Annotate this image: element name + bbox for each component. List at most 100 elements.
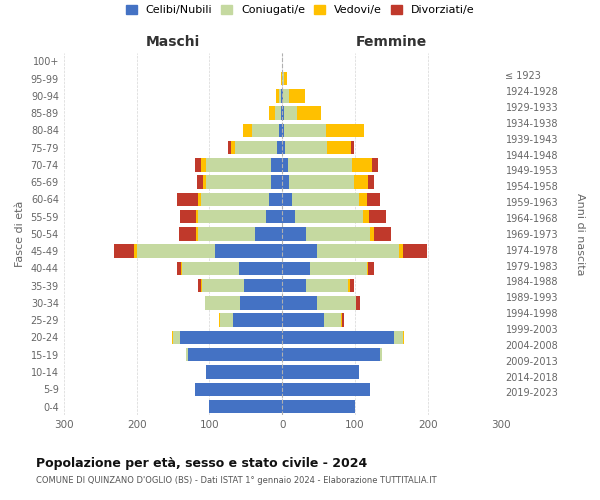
Bar bbox=[137, 244, 215, 258]
Bar bbox=[202, 279, 244, 292]
Bar bbox=[367, 192, 380, 206]
Bar bbox=[368, 176, 374, 189]
Bar bbox=[209, 400, 282, 413]
Bar bbox=[317, 296, 356, 310]
Bar bbox=[317, 244, 400, 258]
Bar bbox=[179, 210, 196, 224]
Bar bbox=[281, 72, 282, 86]
Bar bbox=[297, 106, 321, 120]
Bar bbox=[206, 366, 282, 378]
Bar bbox=[282, 279, 306, 292]
Bar bbox=[368, 262, 374, 275]
Bar bbox=[310, 262, 367, 275]
Bar bbox=[341, 314, 342, 327]
Bar bbox=[230, 141, 235, 154]
Bar bbox=[282, 244, 317, 258]
Bar bbox=[134, 244, 137, 258]
Bar bbox=[282, 89, 283, 102]
Bar bbox=[188, 348, 282, 362]
Bar bbox=[325, 314, 341, 327]
Bar bbox=[394, 330, 403, 344]
Bar bbox=[282, 366, 359, 378]
Text: Maschi: Maschi bbox=[146, 35, 200, 49]
Bar bbox=[215, 244, 282, 258]
Bar bbox=[403, 244, 427, 258]
Bar bbox=[380, 348, 382, 362]
Bar bbox=[369, 210, 386, 224]
Bar bbox=[206, 176, 271, 189]
Bar bbox=[282, 314, 325, 327]
Bar bbox=[282, 330, 394, 344]
Bar bbox=[197, 176, 203, 189]
Bar bbox=[282, 72, 284, 86]
Bar bbox=[282, 192, 292, 206]
Bar bbox=[282, 124, 284, 137]
Bar bbox=[288, 158, 352, 172]
Bar bbox=[269, 192, 282, 206]
Bar bbox=[282, 348, 380, 362]
Bar bbox=[181, 262, 182, 275]
Bar bbox=[269, 106, 275, 120]
Bar bbox=[244, 279, 282, 292]
Bar bbox=[200, 158, 206, 172]
Bar bbox=[281, 106, 282, 120]
Bar bbox=[198, 192, 202, 206]
Bar bbox=[282, 227, 306, 240]
Bar bbox=[400, 244, 403, 258]
Bar bbox=[199, 210, 266, 224]
Bar bbox=[239, 262, 282, 275]
Bar bbox=[350, 279, 353, 292]
Bar bbox=[202, 192, 269, 206]
Bar bbox=[367, 262, 368, 275]
Y-axis label: Fasce di età: Fasce di età bbox=[15, 200, 25, 267]
Bar bbox=[243, 124, 251, 137]
Bar bbox=[352, 141, 353, 154]
Bar bbox=[178, 262, 181, 275]
Bar bbox=[179, 227, 196, 240]
Bar bbox=[374, 227, 391, 240]
Y-axis label: Anni di nascita: Anni di nascita bbox=[575, 192, 585, 275]
Bar bbox=[281, 89, 282, 102]
Bar bbox=[285, 141, 328, 154]
Bar bbox=[195, 382, 282, 396]
Bar bbox=[172, 330, 173, 344]
Bar bbox=[229, 141, 230, 154]
Legend: Celibi/Nubili, Coniugati/e, Vedovi/e, Divorziati/e: Celibi/Nubili, Coniugati/e, Vedovi/e, Di… bbox=[121, 0, 479, 20]
Bar bbox=[282, 158, 288, 172]
Bar bbox=[353, 176, 368, 189]
Bar bbox=[284, 124, 326, 137]
Bar bbox=[282, 400, 355, 413]
Bar bbox=[349, 279, 350, 292]
Bar bbox=[182, 262, 239, 275]
Bar bbox=[326, 124, 364, 137]
Bar bbox=[370, 227, 374, 240]
Bar bbox=[205, 296, 240, 310]
Bar bbox=[306, 227, 370, 240]
Bar bbox=[235, 141, 277, 154]
Bar bbox=[282, 262, 310, 275]
Bar bbox=[284, 106, 297, 120]
Bar bbox=[186, 348, 188, 362]
Bar bbox=[254, 227, 282, 240]
Bar bbox=[266, 210, 282, 224]
Text: Femmine: Femmine bbox=[356, 35, 427, 49]
Bar bbox=[233, 314, 282, 327]
Bar bbox=[282, 141, 285, 154]
Bar bbox=[180, 330, 282, 344]
Bar bbox=[196, 210, 199, 224]
Bar bbox=[203, 176, 206, 189]
Bar bbox=[328, 141, 352, 154]
Bar bbox=[277, 89, 279, 102]
Bar bbox=[363, 210, 369, 224]
Bar bbox=[282, 382, 370, 396]
Bar bbox=[240, 296, 282, 310]
Bar bbox=[275, 106, 281, 120]
Bar bbox=[198, 227, 254, 240]
Bar bbox=[198, 279, 202, 292]
Bar bbox=[289, 176, 353, 189]
Bar bbox=[277, 141, 282, 154]
Bar bbox=[292, 192, 359, 206]
Bar bbox=[282, 210, 295, 224]
Bar bbox=[271, 158, 282, 172]
Bar bbox=[373, 158, 378, 172]
